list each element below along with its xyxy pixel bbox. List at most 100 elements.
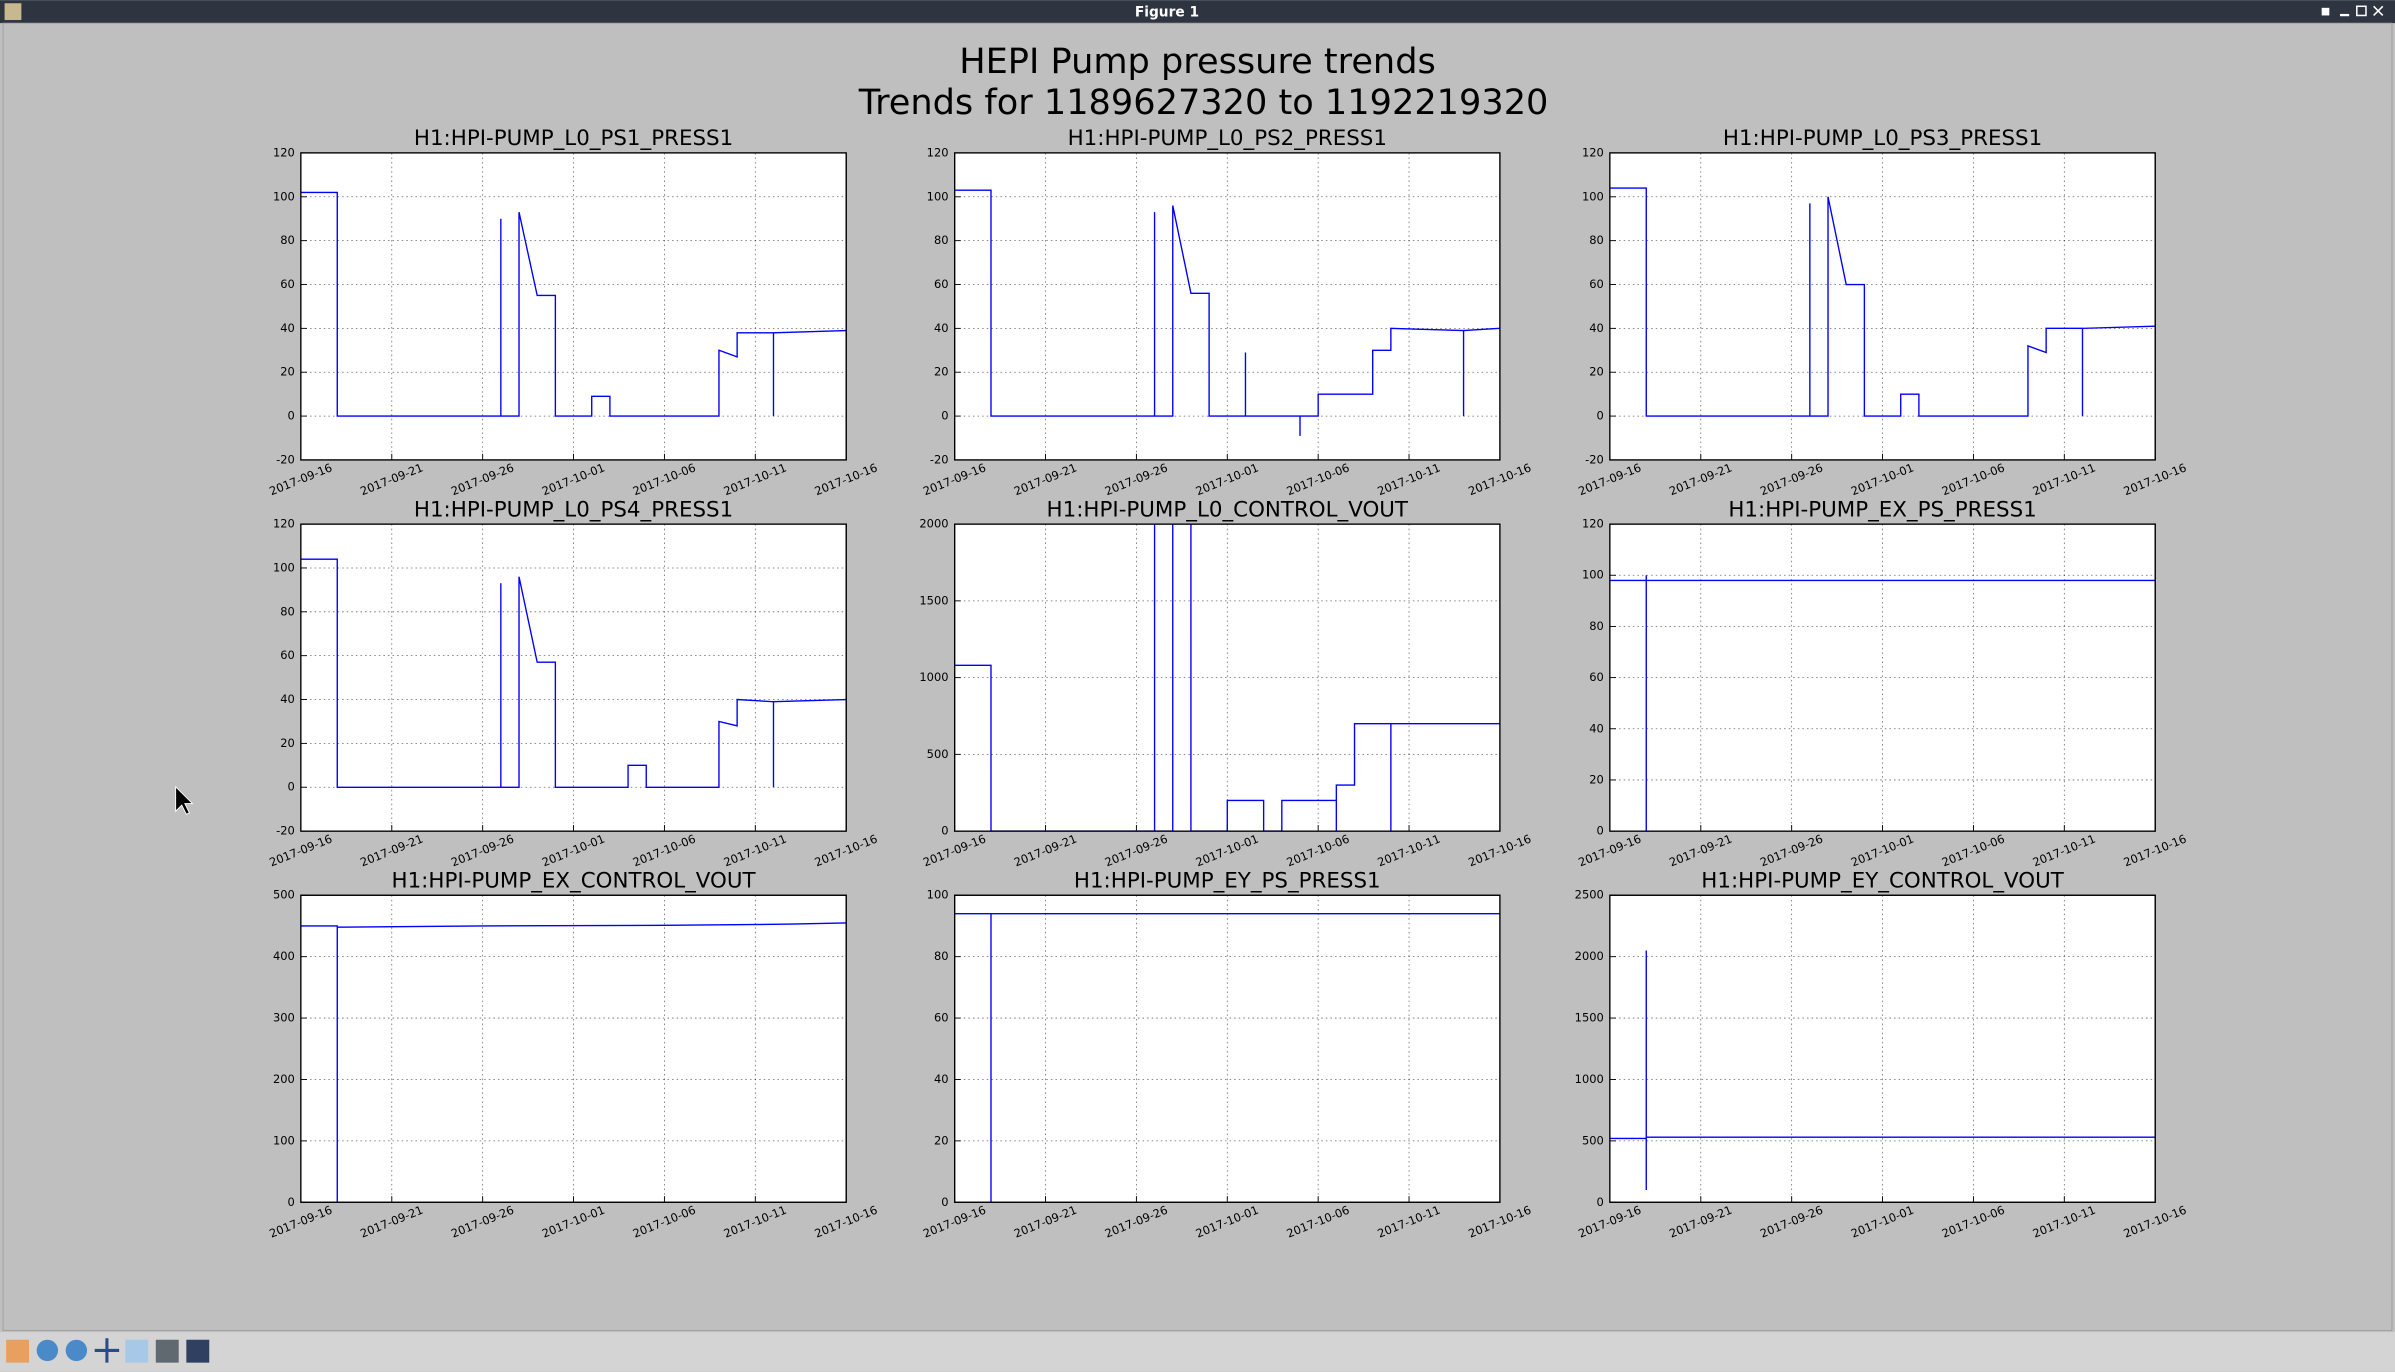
plot-frame xyxy=(954,894,1501,1203)
y-tick-label: 400 xyxy=(273,949,295,963)
subplot-title: H1:HPI-PUMP_L0_PS3_PRESS1 xyxy=(1723,126,2042,151)
y-tick-label: 100 xyxy=(273,189,295,203)
y-tick-label: 20 xyxy=(280,736,295,750)
plot-frame xyxy=(1609,894,2156,1203)
subplot: H1:HPI-PUMP_EY_CONTROL_VOUT 0 500 1000 1500 2… xyxy=(1575,869,2189,1241)
window-controls xyxy=(2321,5,2384,17)
y-tick-label: 2000 xyxy=(1575,949,1604,963)
figure-subtitle: Trends for 1189627320 to 1192219320 xyxy=(858,82,1549,123)
configure-button[interactable] xyxy=(155,1339,179,1363)
y-tick-label: 40 xyxy=(1589,721,1604,735)
plot-frame xyxy=(300,152,847,461)
y-tick-label: 100 xyxy=(927,888,949,902)
control-minimize[interactable] xyxy=(2340,13,2350,17)
subplot: H1:HPI-PUMP_EX_CONTROL_VOUT 0 100 200 300 400… xyxy=(267,869,879,1241)
y-tick-label: 80 xyxy=(1589,233,1604,247)
subplot-title: H1:HPI-PUMP_L0_PS1_PRESS1 xyxy=(414,126,733,151)
app-icon xyxy=(4,3,22,21)
plot-frame xyxy=(954,523,1501,832)
y-tick-label: 2000 xyxy=(919,517,948,531)
y-tick-label: 120 xyxy=(1582,517,1604,531)
y-tick-label: -20 xyxy=(930,452,949,466)
y-tick-label: 2500 xyxy=(1575,888,1604,902)
y-tick-label: 120 xyxy=(273,145,295,159)
back-button[interactable] xyxy=(36,1339,59,1362)
plot-frame xyxy=(1609,523,2156,832)
subplot: H1:HPI-PUMP_L0_PS4_PRESS1 -20 0 20 40 60 80 100… xyxy=(267,497,879,869)
y-tick-label: 0 xyxy=(288,1195,295,1209)
mouse-cursor xyxy=(175,785,194,815)
y-tick-label: 0 xyxy=(941,1195,948,1209)
subplot-title: H1:HPI-PUMP_EX_CONTROL_VOUT xyxy=(392,869,757,894)
subplot-title: H1:HPI-PUMP_EY_CONTROL_VOUT xyxy=(1701,869,2064,894)
y-tick-label: 200 xyxy=(273,1072,295,1086)
y-tick-label: 1000 xyxy=(1575,1072,1604,1086)
y-tick-label: 40 xyxy=(934,1072,949,1086)
data-line xyxy=(954,189,1500,436)
y-tick-label: 0 xyxy=(941,824,948,838)
y-tick-label: 40 xyxy=(280,692,295,706)
y-tick-label: -20 xyxy=(276,824,295,838)
y-tick-label: 20 xyxy=(280,365,295,379)
y-tick-label: 20 xyxy=(1589,365,1604,379)
y-tick-label: 0 xyxy=(941,409,948,423)
plot-frame xyxy=(300,894,847,1203)
y-tick-label: 1500 xyxy=(919,593,948,607)
y-tick-label: 100 xyxy=(273,1133,295,1147)
y-tick-label: 0 xyxy=(1597,409,1604,423)
y-tick-label: 1500 xyxy=(1575,1011,1604,1025)
y-tick-label: 120 xyxy=(273,517,295,531)
y-tick-label: 60 xyxy=(1589,277,1604,291)
subplot: H1:HPI-PUMP_EY_PS_PRESS10204060801002017… xyxy=(921,869,1533,1241)
subplot: H1:HPI-PUMP_L0_PS2_PRESS1 -20 0 20 40 60 80 100… xyxy=(921,126,1533,498)
subplot-title: H1:HPI-PUMP_L0_PS2_PRESS1 xyxy=(1068,126,1387,151)
y-tick-label: 60 xyxy=(280,648,295,662)
y-tick-label: 100 xyxy=(1582,189,1604,203)
y-tick-label: 80 xyxy=(1589,619,1604,633)
y-tick-label: 40 xyxy=(1589,321,1604,335)
subplot: H1:HPI-PUMP_EX_PS_PRESS10204060801001202… xyxy=(1576,497,2188,869)
toolbar xyxy=(0,1332,2395,1372)
title-bar xyxy=(0,0,2395,24)
forward-button[interactable] xyxy=(65,1339,88,1362)
data-line xyxy=(1609,187,2156,417)
y-tick-label: 300 xyxy=(273,1011,295,1025)
save-button[interactable] xyxy=(186,1339,210,1363)
y-tick-label: 100 xyxy=(273,560,295,574)
y-tick-label: 60 xyxy=(934,1011,949,1025)
y-tick-label: 500 xyxy=(1582,1133,1604,1147)
toolbar-buttons xyxy=(6,1338,210,1363)
y-tick-label: 120 xyxy=(1582,145,1604,159)
data-line xyxy=(300,558,847,788)
y-tick-label: 60 xyxy=(280,277,295,291)
window-title: Figure 1 xyxy=(1135,4,1199,20)
y-tick-label: 500 xyxy=(273,888,295,902)
y-tick-label: 120 xyxy=(927,145,949,159)
data-line xyxy=(1609,950,2156,1190)
y-tick-label: 20 xyxy=(934,1133,949,1147)
control-close[interactable] xyxy=(2373,5,2384,17)
pan-button[interactable] xyxy=(94,1338,120,1363)
y-tick-label: 0 xyxy=(288,780,295,794)
subplot-title: H1:HPI-PUMP_L0_PS4_PRESS1 xyxy=(414,497,733,522)
zoom-button[interactable] xyxy=(125,1339,149,1363)
y-tick-label: 20 xyxy=(1589,772,1604,786)
y-tick-label: 100 xyxy=(927,189,949,203)
y-tick-label: 100 xyxy=(1582,568,1604,582)
subplot: H1:HPI-PUMP_L0_PS1_PRESS1 -20 0 20 40 60 80 100… xyxy=(267,126,879,498)
plot-frame xyxy=(300,523,847,832)
data-line xyxy=(954,524,1500,832)
y-tick-label: 1000 xyxy=(919,670,948,684)
y-tick-label: 0 xyxy=(1597,824,1604,838)
subplot-title: H1:HPI-PUMP_L0_CONTROL_VOUT xyxy=(1047,497,1409,522)
subplot: H1:HPI-PUMP_L0_PS3_PRESS1 -20 0 20 40 60 80 100… xyxy=(1576,126,2188,498)
y-tick-label: 500 xyxy=(927,747,949,761)
y-tick-label: 0 xyxy=(288,409,295,423)
control-maximize[interactable] xyxy=(2356,5,2367,17)
plot-frame xyxy=(954,152,1501,461)
home-button[interactable] xyxy=(6,1339,30,1363)
control-up[interactable] xyxy=(2321,7,2330,16)
data-line xyxy=(1609,575,2156,832)
y-tick-label: 20 xyxy=(934,365,949,379)
